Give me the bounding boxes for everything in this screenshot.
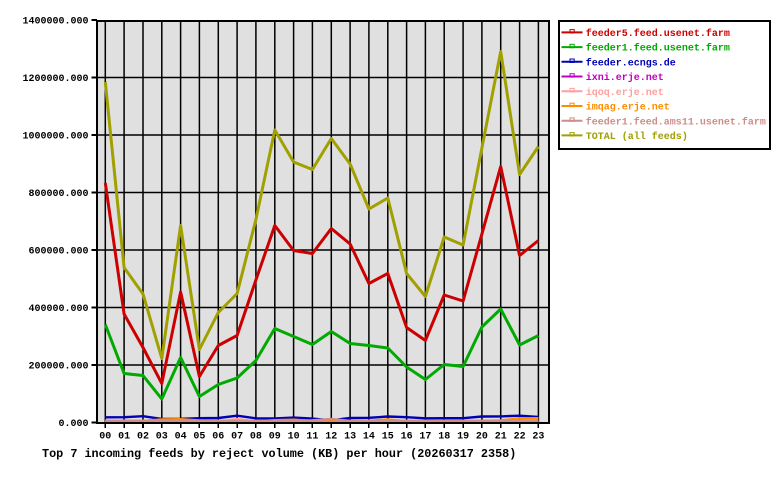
svg-text:12: 12 [325,432,337,443]
svg-text:23: 23 [532,432,544,443]
svg-text:1400000.000: 1400000.000 [22,17,88,28]
svg-text:18: 18 [438,432,450,443]
svg-text:21: 21 [495,432,507,443]
svg-text:05: 05 [193,432,205,443]
svg-text:600000.000: 600000.000 [28,247,88,258]
svg-text:14: 14 [363,432,375,443]
svg-text:imqag.erje.net: imqag.erje.net [586,102,670,114]
svg-text:16: 16 [401,432,413,443]
svg-text:04: 04 [175,432,187,443]
svg-text:08: 08 [250,432,262,443]
svg-text:11: 11 [306,432,318,443]
svg-text:Top 7 incoming feeds by reject: Top 7 incoming feeds by reject volume (K… [42,447,516,461]
svg-text:feeder1.feed.ams11.usenet.farm: feeder1.feed.ams11.usenet.farm [586,116,766,128]
svg-text:iqoq.erje.net: iqoq.erje.net [586,87,664,99]
svg-text:feeder.ecngs.de: feeder.ecngs.de [586,57,676,69]
svg-text:00: 00 [99,432,111,443]
svg-text:TOTAL (all feeds): TOTAL (all feeds) [586,131,688,143]
svg-text:200000.000: 200000.000 [28,362,88,373]
svg-text:19: 19 [457,432,469,443]
svg-text:1000000.000: 1000000.000 [22,132,88,143]
svg-text:0.000: 0.000 [58,419,88,430]
svg-text:10: 10 [288,432,300,443]
svg-text:06: 06 [212,432,224,443]
svg-text:400000.000: 400000.000 [28,304,88,315]
svg-text:17: 17 [419,432,431,443]
svg-text:1200000.000: 1200000.000 [22,74,88,85]
svg-text:feeder5.feed.usenet.farm: feeder5.feed.usenet.farm [586,28,730,40]
svg-text:20: 20 [476,432,488,443]
svg-text:feeder1.feed.usenet.farm: feeder1.feed.usenet.farm [586,43,730,55]
svg-text:02: 02 [137,432,149,443]
svg-text:03: 03 [156,432,168,443]
svg-text:ixni.erje.net: ixni.erje.net [586,72,664,84]
svg-text:800000.000: 800000.000 [28,189,88,200]
svg-text:07: 07 [231,432,243,443]
svg-text:01: 01 [118,432,130,443]
svg-text:22: 22 [514,432,526,443]
svg-text:09: 09 [269,432,281,443]
svg-text:15: 15 [382,432,394,443]
svg-text:13: 13 [344,432,356,443]
